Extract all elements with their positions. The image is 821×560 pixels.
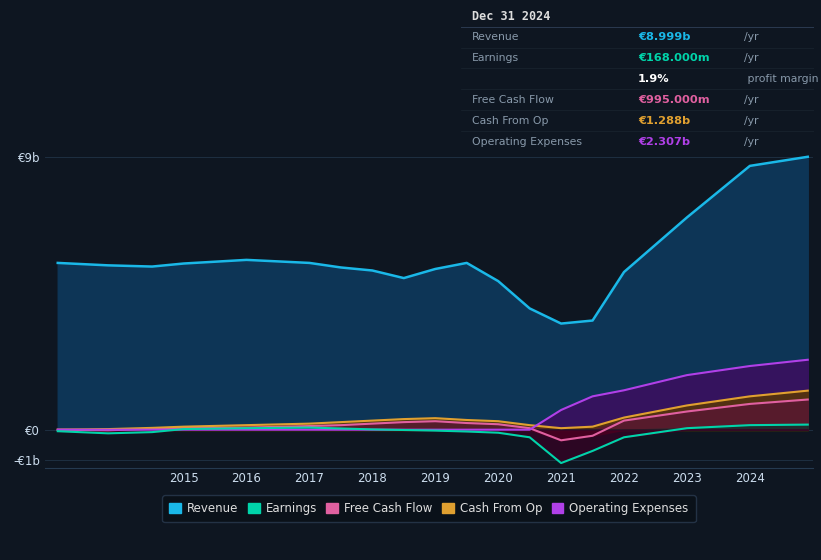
Text: Cash From Op: Cash From Op <box>472 116 548 126</box>
Text: /yr: /yr <box>744 95 759 105</box>
Legend: Revenue, Earnings, Free Cash Flow, Cash From Op, Operating Expenses: Revenue, Earnings, Free Cash Flow, Cash … <box>163 495 695 522</box>
Text: profit margin: profit margin <box>744 74 819 84</box>
Text: €995.000m: €995.000m <box>638 95 709 105</box>
Text: Operating Expenses: Operating Expenses <box>472 137 582 147</box>
Text: €8.999b: €8.999b <box>638 32 690 42</box>
Text: /yr: /yr <box>744 32 759 42</box>
Text: €168.000m: €168.000m <box>638 53 709 63</box>
Text: 1.9%: 1.9% <box>638 74 670 84</box>
Text: Revenue: Revenue <box>472 32 520 42</box>
Text: Earnings: Earnings <box>472 53 519 63</box>
Text: Dec 31 2024: Dec 31 2024 <box>472 10 550 22</box>
Text: /yr: /yr <box>744 53 759 63</box>
Text: /yr: /yr <box>744 137 759 147</box>
Text: €2.307b: €2.307b <box>638 137 690 147</box>
Text: /yr: /yr <box>744 116 759 126</box>
Text: €1.288b: €1.288b <box>638 116 690 126</box>
Text: Free Cash Flow: Free Cash Flow <box>472 95 554 105</box>
